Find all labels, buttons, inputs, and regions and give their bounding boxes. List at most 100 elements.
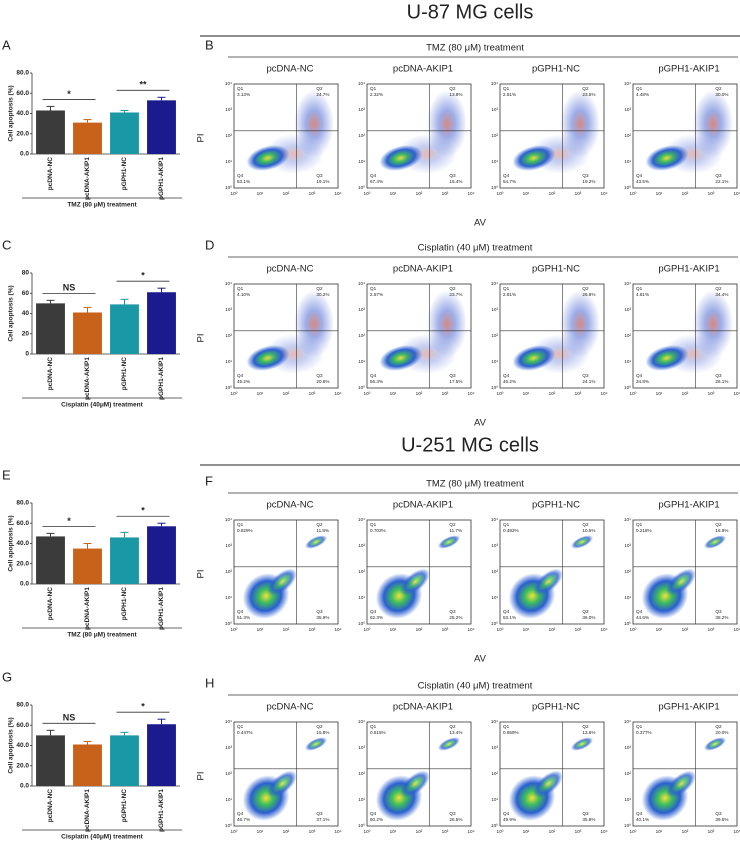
quadrant-percent: 0.492% bbox=[503, 528, 519, 533]
quadrant-name: Q4 bbox=[370, 373, 377, 378]
x-tick-label: 10³ bbox=[575, 627, 582, 632]
y-tick-label: 10⁰ bbox=[225, 385, 232, 390]
quadrant-name: Q3 bbox=[715, 811, 722, 816]
quadrant-percent: 17.5% bbox=[449, 379, 462, 384]
quadrant-percent: 20.0% bbox=[715, 730, 728, 735]
quadrant-percent: 46.7% bbox=[237, 817, 250, 822]
y-tick-label: 10¹ bbox=[491, 359, 498, 364]
quadrant-percent: 3.13% bbox=[237, 92, 250, 97]
density-blob bbox=[264, 334, 324, 374]
x-tick-label: 10³ bbox=[708, 627, 715, 632]
y-tick-label: 10² bbox=[225, 133, 232, 138]
x-tick-label: 10³ bbox=[309, 391, 316, 396]
quadrant-name: Q1 bbox=[370, 522, 377, 527]
y-tick-label: 10¹ bbox=[358, 159, 365, 164]
y-tick-label: 80.0 bbox=[16, 70, 29, 77]
plot-frame bbox=[632, 519, 738, 625]
y-tick-label: 0 bbox=[25, 351, 29, 358]
density-blob bbox=[304, 737, 328, 751]
y-tick-label: 10² bbox=[491, 569, 498, 574]
density-blob bbox=[267, 568, 297, 596]
y-tick-label: 10¹ bbox=[358, 359, 365, 364]
x-tick-label: 10⁴ bbox=[334, 191, 341, 196]
quadrant-percent: 2.81% bbox=[503, 292, 516, 297]
y-tick-label: 10² bbox=[358, 771, 365, 776]
plot-frame bbox=[233, 519, 339, 625]
x-tick-label: 10³ bbox=[575, 191, 582, 196]
x-tick-label: 10¹ bbox=[523, 391, 530, 396]
y-tick-label: 10² bbox=[358, 569, 365, 574]
x-tick-label: 10⁰ bbox=[364, 829, 371, 834]
quadrant-percent: 53.1% bbox=[503, 615, 516, 620]
y-tick-label: 10⁰ bbox=[358, 185, 365, 190]
quadrant-name: Q2 bbox=[715, 724, 722, 729]
density-blob bbox=[304, 535, 328, 549]
quadrant-percent: 11.7% bbox=[449, 528, 462, 533]
density-blob bbox=[437, 535, 461, 549]
x-tick-label: 10² bbox=[416, 391, 423, 396]
x-tick-label: 10⁴ bbox=[467, 829, 474, 834]
quadrant-percent: 54.7% bbox=[503, 179, 516, 184]
quadrant-percent: 34.4% bbox=[715, 292, 728, 297]
y-tick-label: 10² bbox=[624, 133, 631, 138]
bar bbox=[147, 100, 176, 154]
y-tick-label: 10¹ bbox=[358, 595, 365, 600]
quadrant-name: Q4 bbox=[636, 811, 643, 816]
quadrant-name: Q4 bbox=[636, 173, 643, 178]
y-tick-label: 10³ bbox=[225, 107, 232, 112]
quadrant-name: Q4 bbox=[503, 811, 510, 816]
quadrant-percent: 60.2% bbox=[370, 817, 383, 822]
quadrant-name: Q4 bbox=[636, 373, 643, 378]
y-tick-label: 10⁴ bbox=[491, 281, 498, 286]
x-tick-label: 10² bbox=[549, 627, 556, 632]
quadrant-percent: 39.5% bbox=[715, 817, 728, 822]
x-tick-label: 10¹ bbox=[390, 627, 397, 632]
quadrant-percent: 13.6% bbox=[582, 730, 595, 735]
y-tick-label: 10⁰ bbox=[225, 823, 232, 828]
quadrant-name: Q1 bbox=[237, 86, 244, 91]
y-tick-label: 10³ bbox=[624, 745, 631, 750]
quadrant-percent: 16.4% bbox=[449, 179, 462, 184]
panel-letter: C bbox=[2, 237, 11, 252]
x-tick-label: 10² bbox=[549, 191, 556, 196]
quadrant-name: Q3 bbox=[715, 173, 722, 178]
x-tick-label: 10⁴ bbox=[334, 829, 341, 834]
x-tick-label: 10¹ bbox=[523, 191, 530, 196]
density-blob bbox=[267, 770, 297, 798]
bar bbox=[73, 122, 102, 154]
x-tick-label: 10² bbox=[283, 391, 290, 396]
quadrant-name: Q1 bbox=[503, 724, 510, 729]
y-tick-label: 10⁰ bbox=[358, 621, 365, 626]
quadrant-name: Q2 bbox=[316, 86, 323, 91]
x-tick-label: 10² bbox=[682, 627, 689, 632]
quadrant-percent: 16.9% bbox=[715, 528, 728, 533]
density-blob bbox=[666, 568, 696, 596]
quadrant-percent: 51.3% bbox=[237, 615, 250, 620]
bar bbox=[110, 537, 139, 584]
y-tick-label: 10⁰ bbox=[624, 385, 631, 390]
y-tick-label: 10⁴ bbox=[225, 517, 232, 522]
quadrant-percent: 0.218% bbox=[636, 528, 652, 533]
y-tick-label: 80.0 bbox=[16, 500, 29, 507]
x-tick-label: pGPH1-AKIP1 bbox=[158, 357, 165, 400]
x-axis-label: AV bbox=[474, 418, 487, 429]
y-axis-label: Cell apoptosis (%) bbox=[8, 717, 15, 773]
x-axis-label: TMZ (80 μM) treatment bbox=[67, 202, 137, 209]
y-tick-label: 10³ bbox=[358, 543, 365, 548]
x-tick-label: 10⁴ bbox=[334, 627, 341, 632]
x-tick-label: pcDNA-NC bbox=[47, 157, 54, 191]
x-tick-label: pcDNA-AKIP1 bbox=[84, 789, 91, 832]
x-tick-label: 10¹ bbox=[257, 829, 264, 834]
x-tick-label: 10⁰ bbox=[497, 627, 504, 632]
x-tick-label: 10³ bbox=[708, 391, 715, 396]
y-tick-label: 10³ bbox=[358, 307, 365, 312]
x-axis-label: Cisplatin (40μM) treatment bbox=[61, 402, 143, 409]
x-tick-label: 10² bbox=[416, 191, 423, 196]
x-tick-label: 10¹ bbox=[390, 191, 397, 196]
y-tick-label: 10² bbox=[358, 133, 365, 138]
y-tick-label: 10⁰ bbox=[491, 823, 498, 828]
x-tick-label: 10¹ bbox=[523, 829, 530, 834]
